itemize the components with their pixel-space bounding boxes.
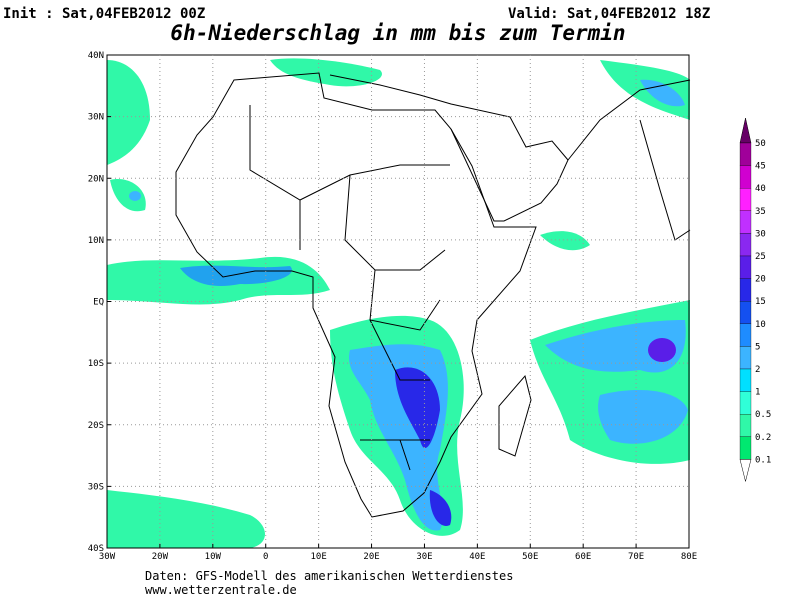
footer-source: Daten: GFS-Modell des amerikanischen Wet… (145, 569, 513, 583)
legend-swatch (739, 142, 752, 166)
legend-label: 10 (755, 320, 766, 330)
legend-label: 50 (755, 139, 766, 149)
lat-label: 20N (88, 174, 104, 184)
lon-label: 60E (575, 552, 591, 562)
legend-swatch (739, 346, 752, 370)
legend-label: 15 (755, 297, 766, 307)
lon-label: 50E (522, 552, 538, 562)
legend-label: 0.5 (755, 410, 771, 420)
legend-swatch (739, 233, 752, 257)
lon-label: 0 (263, 552, 268, 562)
legend-label: 30 (755, 229, 766, 239)
legend-label: 20 (755, 275, 766, 285)
footer-url: www.wetterzentrale.de (145, 583, 297, 597)
coastlines (175, 72, 691, 518)
legend-swatch (739, 165, 752, 189)
legend-swatch (739, 255, 752, 279)
lon-label: 10W (205, 552, 222, 562)
legend-label: 40 (755, 184, 766, 194)
lon-label: 30W (99, 552, 116, 562)
lon-label: 80E (681, 552, 697, 562)
legend-label: 35 (755, 207, 766, 217)
legend-swatch (739, 414, 752, 437)
legend-arrow (739, 459, 752, 482)
init-time: Init : Sat,04FEB2012 00Z (3, 6, 205, 22)
legend-swatch (739, 368, 752, 392)
legend-swatch (739, 323, 752, 347)
lat-label: 30N (88, 113, 104, 123)
lat-label: 10N (88, 236, 104, 246)
lon-label: 10E (311, 552, 327, 562)
lat-label: EQ (93, 298, 104, 308)
legend-label: 25 (755, 252, 766, 262)
legend-label: 2 (755, 365, 760, 375)
lat-label: 20S (88, 421, 104, 431)
legend-label: 0.1 (755, 455, 771, 465)
legend-swatch (739, 278, 752, 302)
lat-label: 40S (88, 544, 104, 554)
legend-swatch (739, 301, 752, 324)
legend-label: 45 (755, 162, 766, 172)
legend-swatch (739, 210, 752, 234)
lon-label: 70E (628, 552, 644, 562)
lat-label: 30S (88, 482, 104, 492)
map-title: 6h-Niederschlag in mm bis zum Termin (170, 21, 625, 45)
lat-label: 10S (88, 359, 104, 369)
legend-label: 1 (755, 388, 760, 398)
valid-time: Valid: Sat,04FEB2012 18Z (508, 6, 710, 22)
precipitation (107, 58, 690, 548)
lat-label: 40N (88, 51, 104, 61)
lon-label: 20E (363, 552, 379, 562)
lon-label: 40E (469, 552, 485, 562)
legend-swatch (739, 436, 752, 460)
legend-label: 0.2 (755, 433, 771, 443)
legend-swatch (739, 391, 752, 415)
lon-label: 30E (416, 552, 432, 562)
legend-label: 5 (755, 342, 760, 352)
legend-arrow (739, 117, 752, 144)
lon-label: 20W (152, 552, 169, 562)
legend-swatch (739, 188, 752, 211)
